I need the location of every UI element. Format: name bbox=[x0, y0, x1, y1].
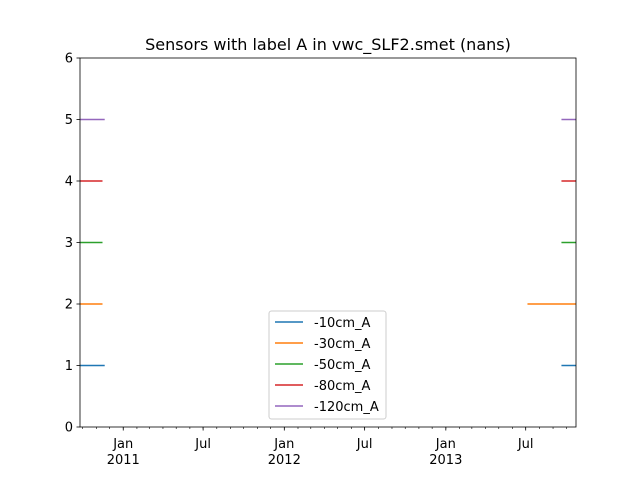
y-tick-label: 1 bbox=[65, 359, 73, 374]
x-tick-label: Jul bbox=[517, 437, 534, 452]
legend-label: -80cm_A bbox=[314, 379, 371, 394]
y-tick-label: 3 bbox=[65, 236, 73, 251]
chart-title: Sensors with label A in vwc_SLF2.smet (n… bbox=[145, 35, 511, 55]
y-tick-label: 6 bbox=[65, 52, 73, 67]
y-tick-label: 2 bbox=[65, 298, 73, 313]
x-tick-label: Jan bbox=[112, 437, 133, 452]
legend: -10cm_A -30cm_A -50cm_A -80cm_A -120cm_A bbox=[269, 311, 386, 419]
x-tick-label: Jul bbox=[356, 437, 373, 452]
x-tick-label: Jul bbox=[194, 437, 211, 452]
legend-label: -30cm_A bbox=[314, 337, 371, 352]
y-tick-label: 4 bbox=[65, 175, 73, 190]
x-tick-year-label: 2013 bbox=[429, 453, 462, 468]
x-tick-year-label: 2012 bbox=[268, 453, 301, 468]
x-tick-year-label: 2011 bbox=[107, 453, 140, 468]
legend-label: -10cm_A bbox=[314, 316, 371, 331]
y-tick-label: 0 bbox=[65, 421, 73, 436]
x-tick-label: Jan bbox=[273, 437, 294, 452]
x-tick-label: Jan bbox=[435, 437, 456, 452]
legend-label: -120cm_A bbox=[314, 400, 379, 415]
legend-label: -50cm_A bbox=[314, 358, 371, 373]
y-tick-label: 5 bbox=[65, 113, 73, 128]
